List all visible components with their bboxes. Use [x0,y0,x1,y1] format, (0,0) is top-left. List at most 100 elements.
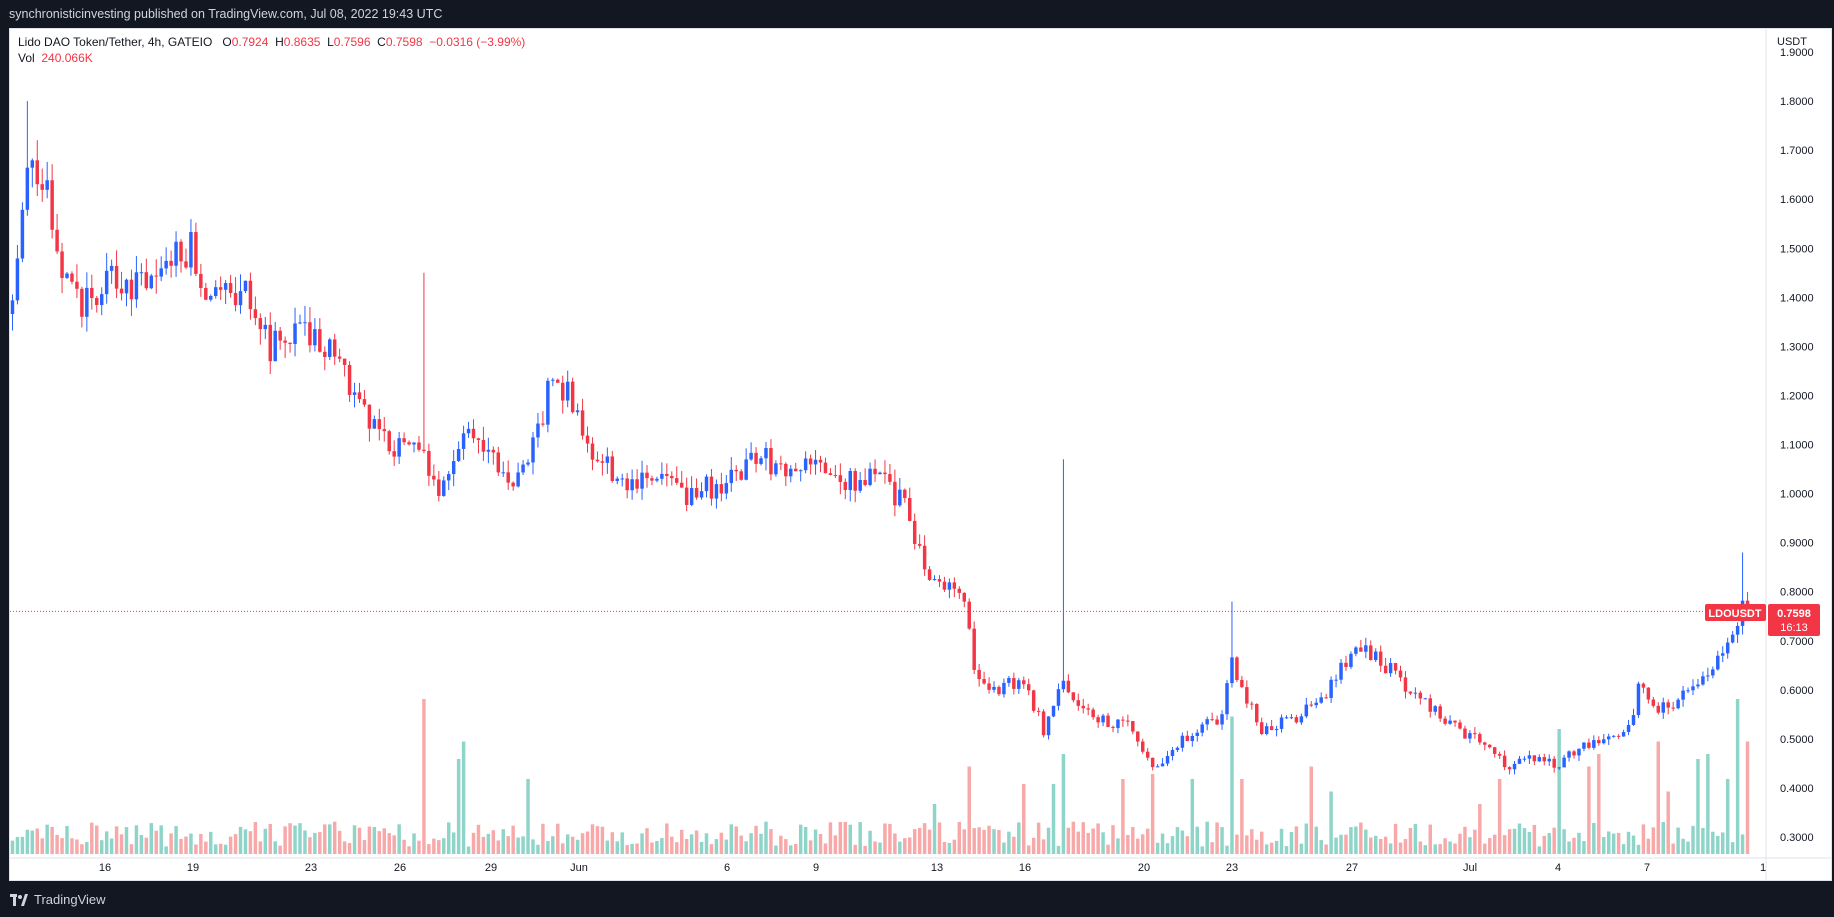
candle-body [417,442,421,450]
volume-bar [1056,845,1061,854]
volume-bar [1686,841,1690,854]
volume-bar [293,825,297,854]
candle-body [1517,758,1522,764]
volume-bar [912,829,917,854]
candle-body [387,431,391,452]
volume-bar [803,826,808,854]
candle-body [868,468,872,485]
candle-body [987,683,991,690]
candle-body [1701,676,1705,685]
volume-bar [575,839,580,854]
candle-body [1378,651,1383,666]
candle-body [912,520,917,544]
candle-body [823,462,828,474]
volume-bar [764,821,768,854]
candle-body [684,487,689,505]
volume-bar [709,844,714,854]
time-axis[interactable]: 16 19 23 26 29 Jun 6 9 13 16 20 23 27 Jul 4 7 1 [99,862,1766,874]
candle-body [1671,707,1675,709]
candle-body [337,356,342,359]
candle-body [119,288,124,294]
volume-bar [1195,826,1199,854]
volume-bar [1066,827,1071,854]
volume-bar [556,823,560,854]
candle-body [744,459,748,480]
candle-body [1453,720,1457,723]
candle-body [1666,702,1670,708]
volume-bar [45,824,49,854]
volume-bar [982,829,986,854]
volume-bar [1170,836,1175,854]
volume-bar [1294,826,1299,854]
volume-bar [10,840,15,854]
volume-bar [1453,843,1457,854]
candle-body [1621,731,1626,737]
volume-bar [531,839,535,854]
chart-pane[interactable] [9,28,1832,881]
volume-bar [1711,831,1715,854]
candle-body [541,423,545,425]
candle-body [1438,706,1442,719]
volume-bar [288,823,292,854]
volume-bar [942,842,947,854]
volume-bar [759,833,763,854]
volume-bar [263,828,268,854]
volume-bar [1007,831,1011,854]
volume-bar [1155,842,1160,854]
volume-bar [1017,822,1021,854]
candle-body [1497,753,1502,756]
candle-body [1136,731,1140,742]
volume-bar [863,845,867,854]
volume-bar [1324,844,1328,854]
tradingview-brand[interactable]: TradingView [10,892,106,907]
candle-body [511,482,515,487]
time-tick-label: 20 [1138,862,1150,874]
candle-body [957,588,962,593]
volume-bar [1150,774,1155,854]
candle-body [50,180,54,230]
volume-bar [392,835,396,854]
candle-body [1185,735,1190,742]
volume-bar [1488,838,1492,854]
candle-body [461,433,466,449]
candle-body [590,443,595,460]
volume-bar [318,832,322,854]
candle-body [506,472,510,483]
currency-label: USDT [1777,36,1807,48]
candle-body [689,488,694,505]
volume-bar [451,832,456,854]
candle-body [1061,680,1066,690]
volume-bar [65,825,69,854]
time-tick-label: 6 [724,862,730,874]
candle-body [70,273,74,282]
volume-bar [1121,779,1125,854]
candle-body [1656,705,1661,713]
candle-body [724,483,729,494]
volume-bar [927,829,932,854]
volume-bar [590,824,595,854]
volume-bar [1473,829,1477,854]
candle-body [75,281,79,289]
time-tick-label: 26 [394,862,406,874]
volume-bar [650,842,654,854]
candle-body [1458,722,1462,729]
price-tick-label: 1.5000 [1780,243,1814,255]
candle-body [85,287,89,317]
volume-bar [233,834,238,854]
volume-bar [332,821,337,854]
volume-bar [1369,837,1373,854]
volume-bar [248,831,253,854]
candle-body [714,484,719,499]
volume-bar [1636,844,1641,854]
price-axis[interactable]: 1.9000 1.8000 1.7000 1.6000 1.5000 1.4000 1.30… [1780,47,1814,844]
candle-body [288,342,292,345]
candle-body [1121,719,1125,721]
volume-bar [1567,841,1571,854]
volume-bar [714,839,719,854]
volume-bar [1101,832,1105,854]
candle-body [1735,625,1740,635]
time-tick-label: 13 [931,862,943,874]
candle-body [194,232,198,274]
candle-body [397,438,401,457]
